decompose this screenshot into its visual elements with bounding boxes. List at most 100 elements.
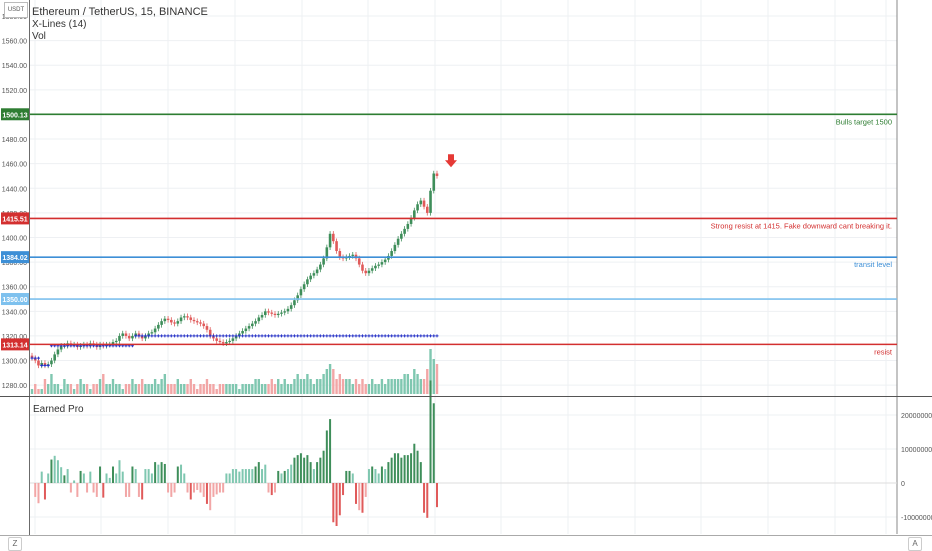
volume-bar bbox=[137, 384, 141, 394]
earned-pro-bar bbox=[332, 483, 335, 523]
auto-scale-icon[interactable]: A bbox=[908, 537, 922, 551]
earned-pro-bar bbox=[189, 483, 192, 500]
earned-pro-bar bbox=[322, 450, 325, 483]
volume-bar bbox=[286, 384, 290, 394]
xline-marker bbox=[273, 334, 277, 338]
earned-pro-bar bbox=[76, 483, 79, 497]
xline-marker bbox=[354, 334, 358, 338]
xline-marker bbox=[299, 334, 303, 338]
volume-bar bbox=[341, 379, 345, 394]
zoom-icon[interactable]: Z bbox=[8, 537, 22, 551]
volume-bar bbox=[325, 369, 329, 394]
xline-marker bbox=[173, 334, 177, 338]
earned-pro-bar bbox=[66, 469, 69, 483]
volume-bar bbox=[426, 369, 429, 394]
volume-bar bbox=[435, 364, 439, 394]
earned-pro-bar bbox=[367, 469, 370, 483]
volume-bar bbox=[319, 379, 322, 394]
candle-body bbox=[406, 223, 410, 229]
earned-pro-bar bbox=[112, 466, 114, 483]
xline-marker bbox=[318, 334, 322, 338]
price-axis-separator bbox=[29, 0, 30, 535]
xline-marker bbox=[422, 334, 426, 338]
volume-bar bbox=[153, 379, 157, 394]
earned-pro-bar bbox=[361, 483, 364, 513]
candle-body bbox=[114, 340, 118, 343]
earned-pro-bar bbox=[393, 453, 396, 483]
earned-pro-bar bbox=[137, 483, 140, 497]
candle-body bbox=[299, 289, 303, 296]
candle-body bbox=[403, 228, 406, 234]
earned-pro-bar bbox=[95, 483, 98, 497]
candle-body bbox=[390, 251, 393, 256]
earned-pro-bar bbox=[426, 483, 429, 518]
earned-pro-bar bbox=[423, 483, 426, 513]
earned-pro-bar bbox=[384, 469, 387, 483]
candle-body bbox=[131, 335, 134, 339]
earned-pro-bar bbox=[397, 453, 400, 483]
xline-marker bbox=[325, 334, 329, 338]
symbol-title[interactable]: Ethereum / TetherUS, 15, BINANCE bbox=[32, 6, 208, 18]
earned-pro-bar bbox=[147, 469, 150, 483]
earned-pro-bar bbox=[150, 473, 153, 483]
candle-body bbox=[315, 269, 319, 274]
indicator-xlines[interactable]: X-Lines (14) bbox=[32, 19, 87, 30]
candle-body bbox=[435, 173, 439, 176]
xline-marker bbox=[283, 334, 287, 338]
volume-bar bbox=[34, 384, 37, 394]
candle-body bbox=[335, 241, 338, 252]
lower-pane-title[interactable]: Earned Pro bbox=[33, 404, 84, 415]
earned-pro-bar bbox=[432, 403, 435, 483]
xline-marker bbox=[344, 334, 348, 338]
xline-marker bbox=[383, 334, 387, 338]
volume-bar bbox=[128, 384, 131, 394]
earned-pro-bar bbox=[303, 457, 306, 483]
xline-marker bbox=[186, 334, 190, 338]
y-tick-label: 1520.00 bbox=[2, 88, 27, 95]
pane-separator[interactable] bbox=[0, 396, 932, 397]
candle-body bbox=[228, 340, 231, 343]
earned-pro-bar bbox=[380, 466, 383, 483]
candle-body bbox=[270, 312, 274, 314]
volume-bar bbox=[192, 384, 196, 394]
candle-body bbox=[422, 200, 426, 207]
candle-body bbox=[160, 321, 163, 325]
xline-marker bbox=[215, 334, 219, 338]
volume-bar bbox=[306, 374, 309, 394]
candle-body bbox=[328, 233, 332, 248]
candle-body bbox=[195, 321, 199, 323]
xline-marker bbox=[182, 334, 186, 338]
earned-pro-bar bbox=[160, 462, 163, 483]
earned-pro-bar bbox=[225, 473, 228, 483]
xline-marker bbox=[143, 334, 147, 338]
xline-marker bbox=[312, 334, 316, 338]
earned-pro-bar bbox=[50, 459, 53, 483]
volume-bar bbox=[209, 384, 212, 394]
volume-bar bbox=[160, 379, 163, 394]
candle-body bbox=[393, 244, 397, 252]
candle-body bbox=[260, 315, 264, 318]
earned-pro-bar bbox=[99, 466, 102, 483]
currency-badge[interactable]: USDT bbox=[4, 2, 28, 18]
volume-bar bbox=[157, 384, 160, 394]
earned-pro-bar bbox=[316, 462, 319, 483]
candle-body bbox=[247, 326, 251, 329]
candle-body bbox=[189, 317, 193, 320]
volume-bar bbox=[202, 384, 205, 394]
xline-marker bbox=[360, 334, 364, 338]
earned-pro-bar bbox=[377, 473, 380, 483]
earned-pro-bar bbox=[124, 483, 127, 497]
xline-marker bbox=[205, 334, 209, 338]
earned-pro-bar bbox=[355, 483, 357, 504]
candle-body bbox=[296, 295, 299, 301]
time-axis-bar[interactable] bbox=[0, 535, 932, 551]
earned-pro-bar bbox=[244, 469, 247, 483]
volume-bar bbox=[251, 384, 254, 394]
indicator-vol[interactable]: Vol bbox=[32, 31, 46, 42]
volume-bar bbox=[338, 374, 341, 394]
earned-pro-bar bbox=[102, 483, 105, 498]
volume-bar bbox=[358, 384, 361, 394]
xline-marker bbox=[231, 334, 235, 338]
volume-bar bbox=[218, 384, 222, 394]
